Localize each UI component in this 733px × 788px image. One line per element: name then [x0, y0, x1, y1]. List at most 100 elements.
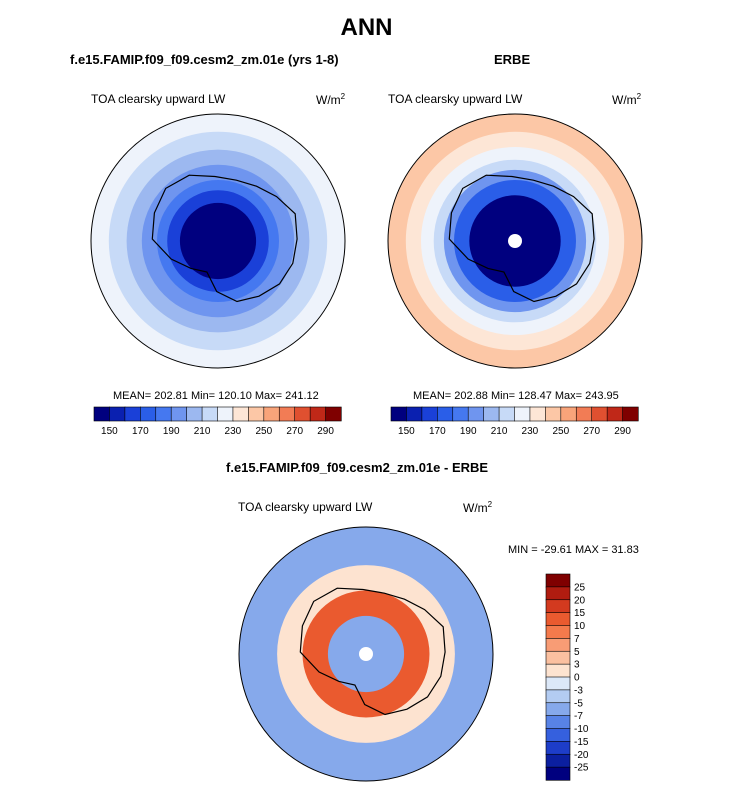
diff-colorbar-swatch-2: [545, 599, 571, 614]
right-colorbar-swatch-5: [467, 406, 485, 422]
diff-colorbar-tick: -10: [574, 724, 589, 735]
left-colorbar-tick: 250: [255, 426, 272, 437]
left-colorbar-swatch-15: [325, 406, 342, 422]
right-colorbar-tick: 290: [614, 426, 631, 437]
diff-colorbar-tick: 7: [574, 634, 580, 645]
diff-colorbar-swatch-9: [545, 689, 571, 704]
diff-colorbar-swatch-3: [545, 612, 571, 627]
right-colorbar-swatch-15: [622, 406, 639, 422]
left-panel-variable: TOA clearsky upward LW: [91, 92, 226, 106]
diff-panel-stats: MIN = -29.61 MAX = 31.83: [508, 544, 639, 556]
diff-colorbar-swatch-7: [545, 663, 571, 678]
right-colorbar-swatch-12: [575, 406, 593, 422]
left-colorbar-swatch-11: [263, 406, 280, 422]
left-colorbar-swatch-1: [109, 406, 126, 422]
diff-colorbar-tick: -20: [574, 750, 589, 761]
right-colorbar-swatch-0: [390, 406, 408, 422]
right-map-border: [387, 113, 643, 369]
left-panel-header: f.e15.FAMIP.f09_f09.cesm2_zm.01e (yrs 1-…: [70, 52, 339, 67]
right-colorbar-tick: 250: [552, 426, 569, 437]
left-colorbar-tick: 270: [286, 426, 303, 437]
diff-panel-header: f.e15.FAMIP.f09_f09.cesm2_zm.01e - ERBE: [226, 460, 489, 475]
right-panel-stats: MEAN= 202.88 Min= 128.47 Max= 243.95: [413, 390, 619, 402]
left-colorbar-swatch-0: [93, 406, 111, 422]
diff-colorbar-tick: -3: [574, 685, 583, 696]
diff-colorbar-swatch-8: [545, 676, 571, 691]
right-colorbar-tick: 210: [491, 426, 508, 437]
right-colorbar-tick: 270: [583, 426, 600, 437]
right-colorbar-tick: 170: [429, 426, 446, 437]
diff-colorbar-tick: -25: [574, 763, 589, 774]
left-colorbar-swatch-14: [309, 406, 327, 422]
diff-colorbar-tick: 3: [574, 660, 580, 671]
diff-colorbar-swatch-13: [545, 741, 571, 755]
left-colorbar-tick: 150: [101, 426, 118, 437]
diff-colorbar-swatch-15: [545, 766, 571, 781]
diff-coastline: [299, 587, 446, 716]
right-colorbar-swatch-1: [406, 406, 423, 422]
left-colorbar-tick: 230: [225, 426, 242, 437]
left-colorbar-tick: 190: [163, 426, 180, 437]
left-colorbar-swatch-3: [140, 406, 157, 422]
right-colorbar-swatch-10: [545, 406, 562, 422]
right-colorbar-swatch-3: [437, 406, 454, 422]
diff-colorbar-tick: 20: [574, 595, 586, 606]
left-coastline: [151, 174, 298, 303]
right-colorbar-tick: 230: [522, 426, 539, 437]
diff-colorbar-swatch-6: [545, 650, 571, 665]
diff-colorbar-swatch-0: [545, 573, 571, 588]
left-colorbar-swatch-2: [124, 406, 141, 422]
diff-colorbar: 25 20 15 10 7 5 3 0-3 -5 -7 -10 -15 -20 -25: [545, 573, 589, 781]
left-contour-band-6: [179, 202, 257, 280]
right-colorbar-tick: 190: [460, 426, 477, 437]
diff-colorbar-tick: 25: [574, 582, 586, 593]
left-colorbar-swatch-10: [248, 406, 265, 422]
figure-title: ANN: [340, 14, 393, 41]
left-colorbar-tick: 170: [132, 426, 149, 437]
diff-colorbar-tick: 5: [574, 647, 580, 658]
right-colorbar: 150 170 190 210 230 250 270 290: [390, 406, 639, 437]
diff-panel-variable: TOA clearsky upward LW: [238, 500, 373, 514]
left-panel-stats: MEAN= 202.81 Min= 120.10 Max= 241.12: [113, 390, 319, 402]
diff-map-border: [238, 526, 494, 782]
right-colorbar-swatch-2: [421, 406, 438, 422]
right-colorbar-swatch-4: [452, 406, 469, 422]
left-polar-map: [90, 113, 346, 369]
diff-colorbar-swatch-4: [545, 625, 571, 639]
diff-panel-units: W/m2: [463, 500, 493, 515]
right-colorbar-tick: 150: [398, 426, 415, 437]
right-pole-mask: [508, 234, 522, 248]
diff-colorbar-swatch-1: [545, 586, 571, 601]
diff-colorbar-tick: -5: [574, 698, 583, 709]
diff-colorbar-swatch-14: [545, 753, 571, 768]
left-colorbar-swatch-5: [170, 406, 188, 422]
diff-colorbar-swatch-12: [545, 728, 571, 742]
right-colorbar-swatch-13: [591, 406, 608, 422]
left-colorbar-swatch-7: [201, 406, 219, 422]
diff-colorbar-swatch-11: [545, 715, 571, 730]
left-colorbar-swatch-12: [278, 406, 296, 422]
right-colorbar-swatch-9: [529, 406, 546, 422]
diff-colorbar-tick: -7: [574, 711, 583, 722]
left-colorbar-swatch-13: [294, 406, 311, 422]
right-panel-variable: TOA clearsky upward LW: [388, 92, 523, 106]
left-colorbar-swatch-6: [186, 406, 203, 422]
diff-colorbar-swatch-10: [545, 702, 571, 717]
diff-colorbar-tick: 10: [574, 621, 586, 632]
right-colorbar-swatch-11: [560, 406, 577, 422]
diff-pole-mask: [359, 647, 373, 661]
diff-colorbar-tick: -15: [574, 737, 589, 748]
left-colorbar-tick: 210: [194, 426, 211, 437]
left-colorbar: 150 170 190 210 230 250 270 290: [93, 406, 342, 437]
left-colorbar-swatch-4: [155, 406, 172, 422]
right-polar-map: [387, 113, 643, 369]
right-panel-header: ERBE: [494, 52, 531, 67]
right-panel-units: W/m2: [612, 92, 642, 107]
right-colorbar-swatch-6: [483, 406, 500, 422]
right-colorbar-swatch-14: [606, 406, 624, 422]
left-colorbar-tick: 290: [317, 426, 334, 437]
diff-colorbar-tick: 15: [574, 608, 586, 619]
diff-colorbar-tick: 0: [574, 673, 580, 684]
diff-colorbar-swatch-5: [545, 638, 571, 652]
left-map-border: [90, 113, 346, 369]
